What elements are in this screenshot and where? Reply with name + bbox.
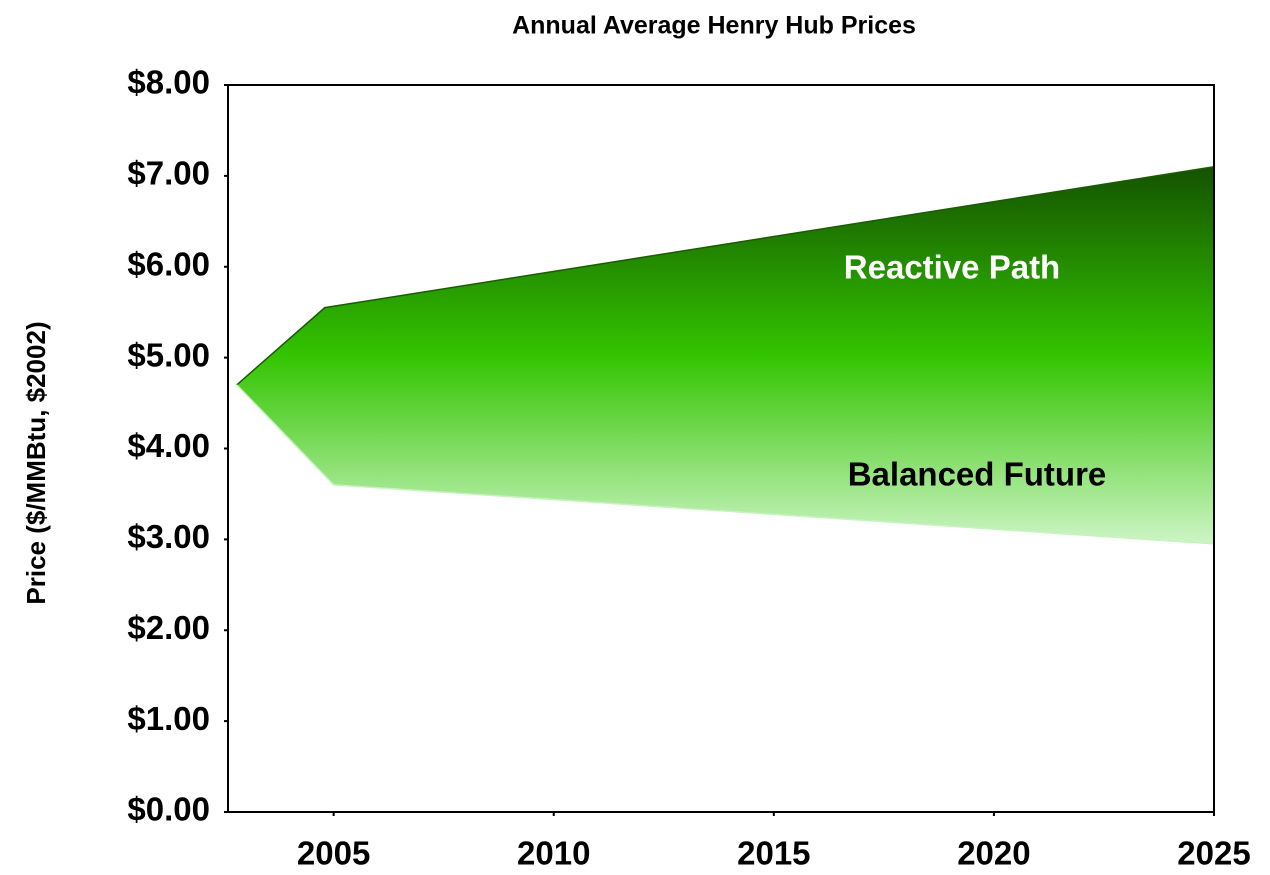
x-tick-label: 2010 bbox=[517, 835, 590, 872]
y-axis-title: Price ($/MMBtu, $2002) bbox=[21, 321, 51, 604]
series-label: Balanced Future bbox=[848, 456, 1107, 493]
y-tick-label: $4.00 bbox=[127, 427, 210, 464]
y-tick-label: $0.00 bbox=[127, 791, 210, 828]
chart-title: Annual Average Henry Hub Prices bbox=[512, 12, 916, 40]
y-tick-label: $6.00 bbox=[127, 245, 210, 282]
x-tick-label: 2015 bbox=[737, 835, 810, 872]
y-tick-label: $5.00 bbox=[127, 336, 210, 373]
y-tick-label: $8.00 bbox=[127, 64, 210, 101]
series-label: Reactive Path bbox=[844, 249, 1060, 286]
plot-frame bbox=[227, 84, 1215, 813]
series-edge bbox=[236, 384, 1215, 545]
band-area bbox=[236, 166, 1214, 544]
y-tick-label: $7.00 bbox=[127, 155, 210, 192]
series-edge bbox=[236, 166, 1215, 386]
x-tick-label: 2005 bbox=[297, 835, 370, 872]
y-tick-label: $2.00 bbox=[127, 609, 210, 646]
y-tick-label: $3.00 bbox=[127, 518, 210, 555]
y-tick-label: $1.00 bbox=[127, 700, 210, 737]
x-tick-label: 2020 bbox=[957, 835, 1030, 872]
x-tick-label: 2025 bbox=[1177, 835, 1250, 872]
